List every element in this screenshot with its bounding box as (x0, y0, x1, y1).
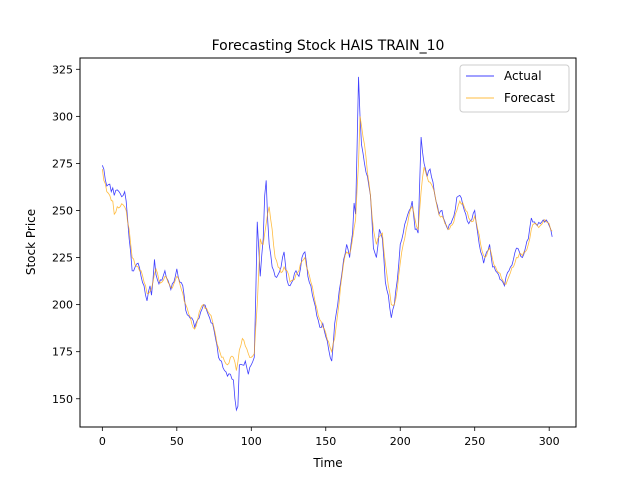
x-axis-label: Time (312, 456, 342, 470)
series-line-actual (101, 76, 553, 412)
legend-label-forecast: Forecast (504, 91, 555, 105)
series-line-forecast (101, 116, 553, 371)
y-tick-label: 325 (52, 63, 73, 76)
chart-title: Forecasting Stock HAIS TRAIN_10 (212, 38, 445, 54)
y-tick-label: 300 (52, 110, 73, 123)
legend-box (459, 64, 570, 113)
x-tick-label: 0 (99, 435, 106, 448)
y-axis-label: Stock Price (24, 209, 38, 275)
y-tick-label: 225 (52, 252, 73, 265)
x-tick-label: 250 (464, 435, 485, 448)
x-tick-label: 150 (315, 435, 336, 448)
y-tick-label: 175 (52, 346, 73, 359)
y-tick-label: 150 (52, 393, 73, 406)
y-axis: 150 175 200 225 250 275 300 325 (52, 63, 80, 406)
plot-frame (79, 57, 577, 428)
x-tick-label: 200 (390, 435, 411, 448)
x-tick-label: 300 (539, 435, 560, 448)
plot-area (101, 76, 553, 412)
y-tick-label: 275 (52, 157, 73, 170)
legend-label-actual: Actual (504, 69, 542, 83)
y-tick-label: 250 (52, 204, 73, 217)
legend: Actual Forecast (459, 64, 570, 113)
x-tick-label: 50 (170, 435, 184, 448)
y-tick-label: 200 (52, 299, 73, 312)
x-tick-label: 100 (241, 435, 262, 448)
x-axis: 0 50 100 150 200 250 300 (99, 427, 560, 448)
